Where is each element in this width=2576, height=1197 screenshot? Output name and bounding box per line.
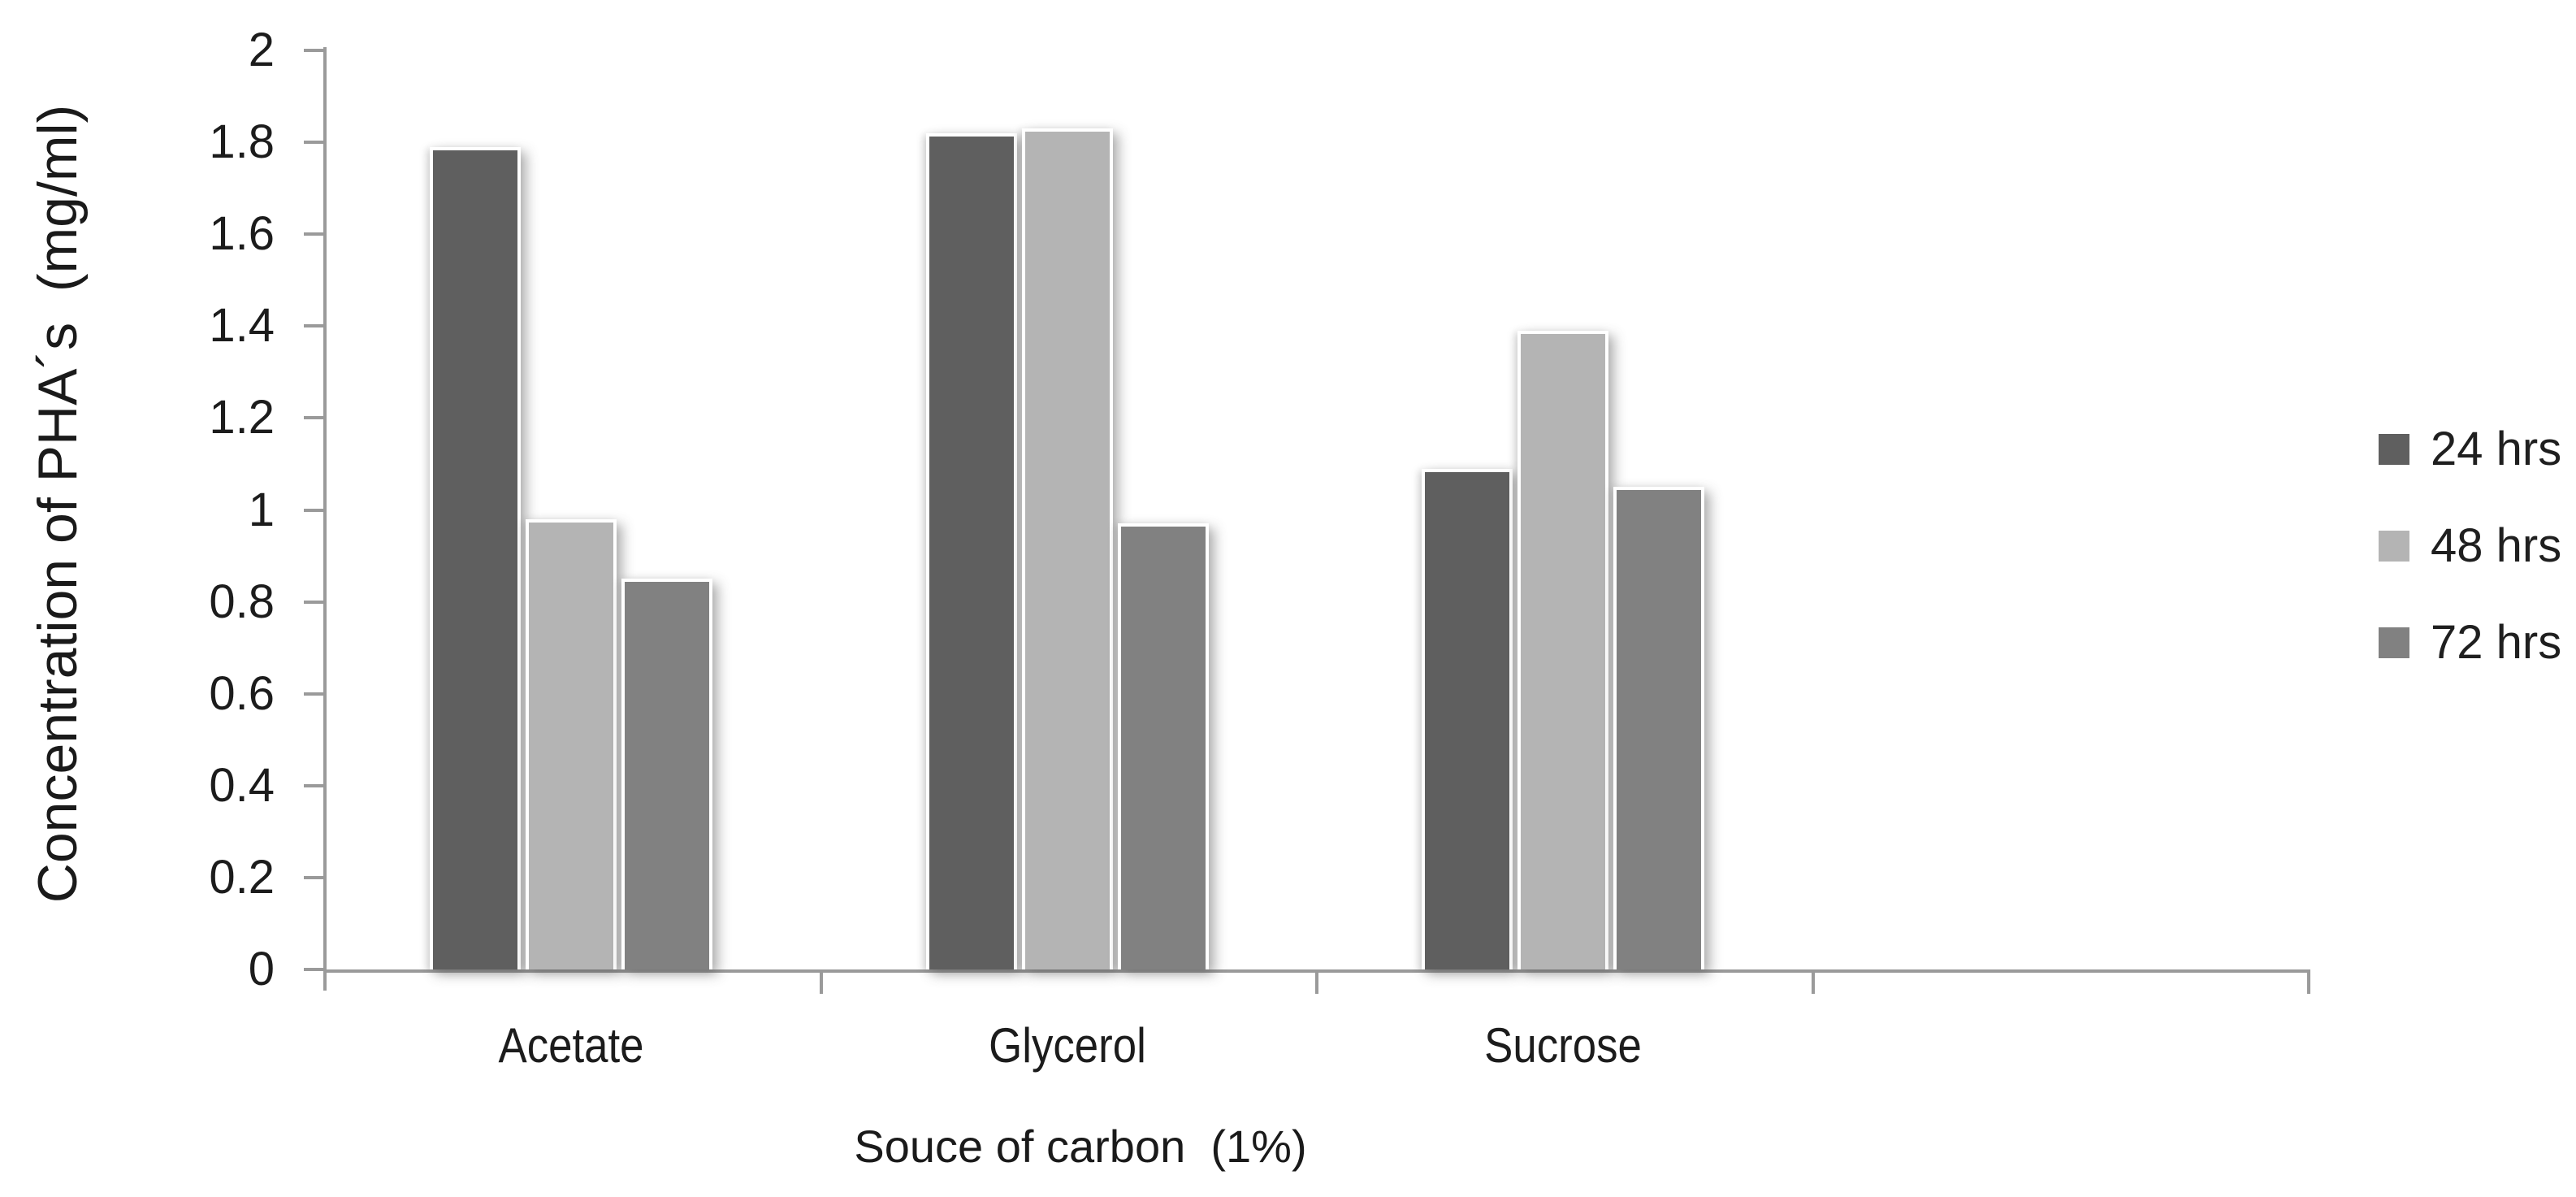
legend-label: 72 hrs <box>2431 616 2562 669</box>
y-tick <box>304 232 323 236</box>
legend-swatch-icon <box>2379 531 2409 562</box>
y-tick-label: 1.2 <box>209 391 275 445</box>
bar-48-hrs-glycerol <box>1021 128 1113 969</box>
x-tick <box>819 973 823 994</box>
legend-item-48-hrs: 48 hrs <box>2379 519 2562 572</box>
bar-48-hrs-sucrose <box>1517 330 1609 969</box>
bar-72-hrs-sucrose <box>1613 487 1705 969</box>
legend: 24 hrs 48 hrs 72 hrs <box>2379 423 2562 724</box>
y-tick <box>304 324 323 328</box>
x-tick <box>1811 973 1815 994</box>
x-tick <box>2307 973 2310 994</box>
y-tick <box>304 508 323 512</box>
y-tick-label: 1.4 <box>209 299 275 353</box>
y-axis-title: Concentration of PHA´s (mg/ml) <box>27 104 89 904</box>
bar-24-hrs-glycerol <box>925 132 1017 969</box>
category-label-sucrose: Sucrose <box>1484 1018 1643 1073</box>
bar-48-hrs-acetate <box>526 518 617 969</box>
y-tick-label: 1 <box>248 483 275 536</box>
category-label-acetate: Acetate <box>498 1018 644 1073</box>
x-axis-title: Souce of carbon (1%) <box>854 1121 1307 1172</box>
legend-swatch-icon <box>2379 627 2409 658</box>
y-tick <box>304 600 323 604</box>
y-tick-label: 2 <box>248 24 275 76</box>
y-tick <box>304 49 323 52</box>
y-tick-label: 0 <box>248 943 275 995</box>
y-tick-label: 0.4 <box>209 758 275 812</box>
x-tick <box>1315 973 1318 994</box>
y-tick-label: 0.2 <box>209 850 275 904</box>
y-tick <box>304 692 323 696</box>
legend-item-24-hrs: 24 hrs <box>2379 423 2562 475</box>
legend-label: 24 hrs <box>2431 423 2562 475</box>
x-axis-line <box>323 969 2310 973</box>
bar-72-hrs-acetate <box>621 579 713 969</box>
y-axis-line <box>323 47 327 991</box>
y-tick <box>304 141 323 145</box>
bar-24-hrs-acetate <box>430 146 522 969</box>
legend-item-72-hrs: 72 hrs <box>2379 616 2562 669</box>
bar-24-hrs-sucrose <box>1422 468 1513 969</box>
y-tick-label: 1.6 <box>209 207 275 261</box>
y-tick <box>304 968 323 971</box>
y-tick <box>304 416 323 420</box>
legend-swatch-icon <box>2379 434 2409 465</box>
y-tick-label: 1.8 <box>209 115 275 169</box>
y-tick <box>304 875 323 879</box>
legend-label: 48 hrs <box>2431 519 2562 572</box>
y-tick-label: 0.8 <box>209 575 275 628</box>
y-tick <box>304 783 323 787</box>
category-label-glycerol: Glycerol <box>988 1018 1146 1073</box>
bar-72-hrs-glycerol <box>1117 523 1209 969</box>
y-tick-label: 0.6 <box>209 666 275 720</box>
